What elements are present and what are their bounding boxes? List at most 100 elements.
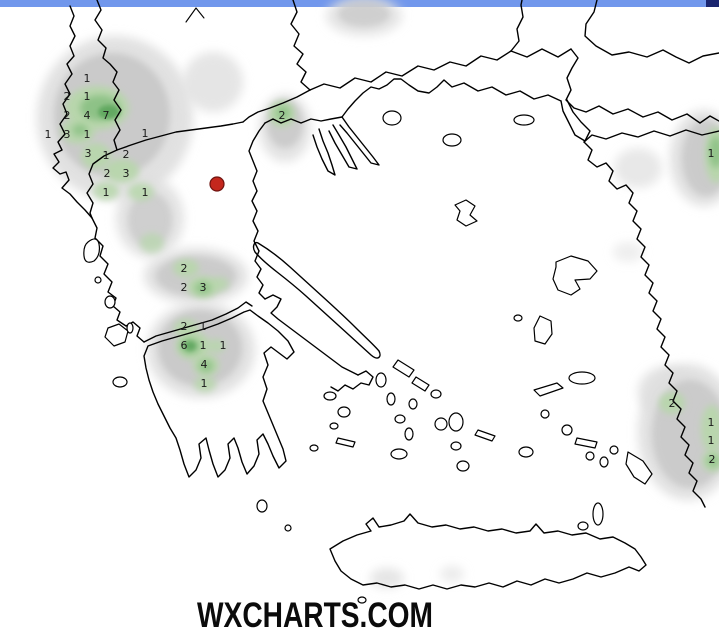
island-kos [574, 437, 598, 449]
coastline-path [312, 128, 336, 176]
island [329, 422, 339, 430]
precip-blob [707, 455, 719, 467]
precip-value-label: 1 [708, 147, 715, 160]
island [408, 398, 418, 410]
island-corfu [83, 238, 101, 263]
island-kefalonia [104, 323, 129, 347]
coastline-path [91, 217, 145, 343]
border-path [290, 0, 311, 91]
island [357, 596, 367, 604]
coastline-path [143, 309, 295, 478]
precip-value-label: 1 [84, 90, 91, 103]
precip-blob [173, 259, 199, 277]
coastline-path [341, 78, 562, 118]
coastline-path [264, 116, 343, 124]
precip-value-label: 1 [200, 320, 207, 333]
gray-shading-layer [37, 0, 719, 588]
precip-blob [128, 183, 154, 201]
coastline-path [329, 513, 647, 590]
island [577, 521, 589, 531]
precip-value-label: 1 [200, 339, 207, 352]
precip-value-label: 2 [181, 320, 188, 333]
precip-value-label: 6 [181, 339, 188, 352]
precip-blob [659, 392, 685, 414]
watermark-text: WXCHARTS.COM [197, 596, 433, 635]
precip-value-label: 2 [279, 109, 286, 122]
precip-value-label: 1 [708, 416, 715, 429]
precip-value-label: 2 [181, 281, 188, 294]
coastline-path [264, 294, 359, 376]
island-zakynthos [112, 376, 128, 388]
island-chios [533, 315, 553, 345]
precip-blob [81, 143, 111, 169]
precip-value-label: 2 [64, 90, 71, 103]
precip-blob [194, 376, 216, 392]
island [430, 389, 442, 399]
island [126, 322, 134, 334]
coastline-path [328, 124, 358, 170]
precip-blob [199, 360, 213, 372]
island-paros [434, 417, 448, 431]
island-amorgos [474, 429, 496, 442]
location-marker-layer [209, 176, 225, 192]
precip-value-label: 1 [103, 149, 110, 162]
precip-value-label: 1 [84, 72, 91, 85]
coastline-path [339, 116, 380, 166]
precip-blob [709, 136, 719, 168]
coastline-layer [52, 0, 719, 604]
precip-blob [93, 182, 119, 200]
precip-value-label: 3 [64, 128, 71, 141]
precip-value-label: 4 [84, 109, 91, 122]
island-lesbos [552, 255, 598, 296]
island-limnos [454, 199, 478, 227]
island [450, 441, 462, 451]
coastline-path [565, 48, 719, 124]
precip-blob [211, 277, 229, 291]
island [394, 414, 406, 424]
border-path [86, 0, 122, 219]
island-naxos [448, 412, 464, 432]
island-santorini [456, 460, 470, 472]
precip-blob [207, 339, 225, 353]
precip-value-label: 2 [181, 262, 188, 275]
island [94, 276, 102, 284]
precip-blob [195, 282, 211, 294]
precip-value-label: 1 [142, 127, 149, 140]
precip-blob [184, 341, 196, 351]
border-path [510, 0, 524, 52]
island-samos [568, 371, 596, 385]
precip-blob [140, 233, 164, 253]
coastline-path [330, 370, 374, 392]
island-tinos [411, 376, 430, 392]
island-aegina [337, 406, 351, 418]
coastline-path [583, 141, 706, 508]
shading-blob [370, 568, 404, 588]
precip-value-label: 1 [201, 377, 208, 390]
border-path [510, 48, 572, 58]
shading-blob [440, 566, 464, 582]
coastline-path [560, 99, 591, 142]
island-andros [392, 359, 415, 378]
location-marker-dot [209, 176, 225, 192]
precip-value-label: 3 [123, 167, 130, 180]
island-thasos [382, 110, 402, 126]
island-ikaria [533, 382, 564, 397]
shading-blob [613, 242, 643, 262]
island [585, 451, 595, 461]
border-path [116, 121, 244, 151]
precip-blob [701, 405, 719, 453]
precip-value-label: 1 [84, 128, 91, 141]
island [375, 372, 387, 388]
precip-value-label: 2 [669, 397, 676, 410]
border-path [185, 7, 205, 23]
precip-value-label: 7 [103, 109, 110, 122]
island-milos [390, 448, 408, 460]
top-bar-accent [706, 0, 719, 7]
coastline-path [248, 122, 266, 300]
precip-blob [105, 159, 139, 183]
border-path [309, 50, 512, 91]
coastline-path [143, 301, 253, 343]
precip-value-label: 2 [123, 148, 130, 161]
